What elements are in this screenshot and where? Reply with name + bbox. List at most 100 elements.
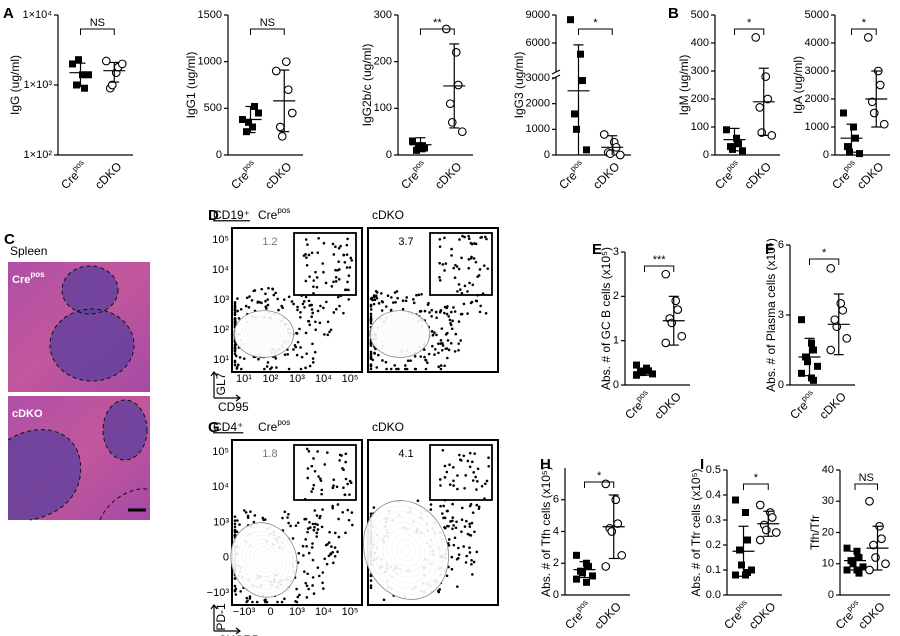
data-point [826, 263, 836, 273]
y-tick-label: 10³ [213, 516, 229, 528]
event-dot [236, 519, 239, 522]
event-dot [439, 484, 442, 487]
event-dot [457, 348, 460, 352]
data-point [736, 546, 743, 554]
data-point [451, 47, 461, 57]
event-dot [456, 585, 459, 588]
event-dot [321, 262, 325, 265]
event-dot [467, 237, 471, 240]
x-tick-label-text: Cre [622, 398, 646, 422]
event-dot [302, 300, 306, 303]
y-tick-label: −10³ [207, 587, 230, 599]
data-point [643, 365, 650, 373]
event-dot [308, 526, 312, 529]
event-dot [466, 532, 470, 536]
event-dot [298, 593, 301, 597]
event-dot [305, 584, 309, 588]
event-dot [246, 516, 250, 519]
event-dot [287, 521, 290, 525]
event-dot [430, 330, 434, 333]
data-point [677, 331, 687, 341]
event-dot [346, 482, 349, 486]
event-dot [305, 352, 308, 355]
y-tick-label: 0 [223, 552, 229, 564]
plot-frame [231, 439, 363, 606]
event-dot [475, 299, 479, 303]
event-dot [392, 301, 395, 304]
event-dot [369, 321, 373, 325]
y-tick-label: 6 [778, 239, 784, 251]
data-point [732, 571, 739, 579]
event-dot [336, 550, 339, 553]
event-dot [451, 527, 454, 531]
event-dot [369, 586, 373, 590]
x-tick-label: Crepos [621, 388, 655, 422]
event-dot [274, 357, 278, 360]
event-dot [419, 309, 423, 313]
data-point [830, 315, 840, 325]
event-dot [324, 543, 328, 547]
event-dot [325, 300, 328, 304]
event-dot [375, 296, 379, 300]
data-point [271, 66, 281, 76]
data-point [850, 123, 857, 131]
event-dot [300, 355, 304, 359]
event-dot [308, 304, 311, 307]
data-point [577, 50, 584, 58]
x-tick-label-text: cDKO [746, 599, 779, 632]
event-dot [348, 493, 351, 496]
event-dot [320, 492, 323, 496]
event-dot [311, 487, 315, 490]
plot-title: cDKO [372, 420, 404, 434]
event-dot [441, 263, 445, 266]
y-axis-label: Abs. # of Tfr cells (x10⁵) [689, 468, 703, 596]
data-point [865, 565, 874, 575]
event-dot [469, 502, 473, 506]
panel-letter: I [700, 456, 704, 473]
event-dot [337, 260, 340, 263]
event-dot [369, 344, 373, 347]
event-dot [332, 478, 336, 481]
event-dot [233, 589, 237, 592]
event-dot [457, 267, 461, 271]
significance-bracket [809, 258, 840, 265]
y-tick-label: 3 [778, 309, 784, 321]
event-dot [239, 590, 242, 593]
event-dot [373, 298, 377, 302]
event-dot [382, 598, 386, 602]
data-point [275, 122, 285, 132]
x-tick-label: Crepos [786, 388, 820, 422]
event-dot [369, 574, 373, 578]
data-point [601, 479, 611, 489]
y-tick-label: 300 [691, 65, 709, 77]
event-dot [306, 467, 310, 470]
event-dot [233, 525, 237, 529]
event-dot [374, 294, 378, 298]
event-dot [234, 320, 237, 323]
event-dot [328, 530, 331, 534]
panel-letter: E [592, 241, 602, 258]
data-point [287, 108, 297, 118]
event-dot [233, 344, 237, 348]
event-dot [317, 475, 320, 478]
event-dot [322, 306, 325, 310]
event-dot [260, 287, 263, 291]
event-dot [328, 330, 331, 334]
event-dot [449, 310, 453, 314]
event-dot [325, 562, 329, 566]
event-dot [304, 295, 308, 299]
event-dot [369, 308, 373, 311]
data-point [573, 575, 580, 583]
event-dot [343, 493, 347, 497]
event-dot [465, 519, 468, 523]
event-dot [321, 571, 325, 574]
event-dot [342, 311, 345, 315]
x-tick-label-text: cDKO [262, 159, 295, 192]
event-dot [255, 600, 259, 604]
event-dot [470, 558, 473, 562]
event-dot [287, 512, 290, 516]
y-tick-label: 2000 [805, 93, 829, 105]
follicle-outline [61, 265, 119, 315]
event-dot [455, 520, 458, 524]
plot-frame [231, 227, 363, 373]
